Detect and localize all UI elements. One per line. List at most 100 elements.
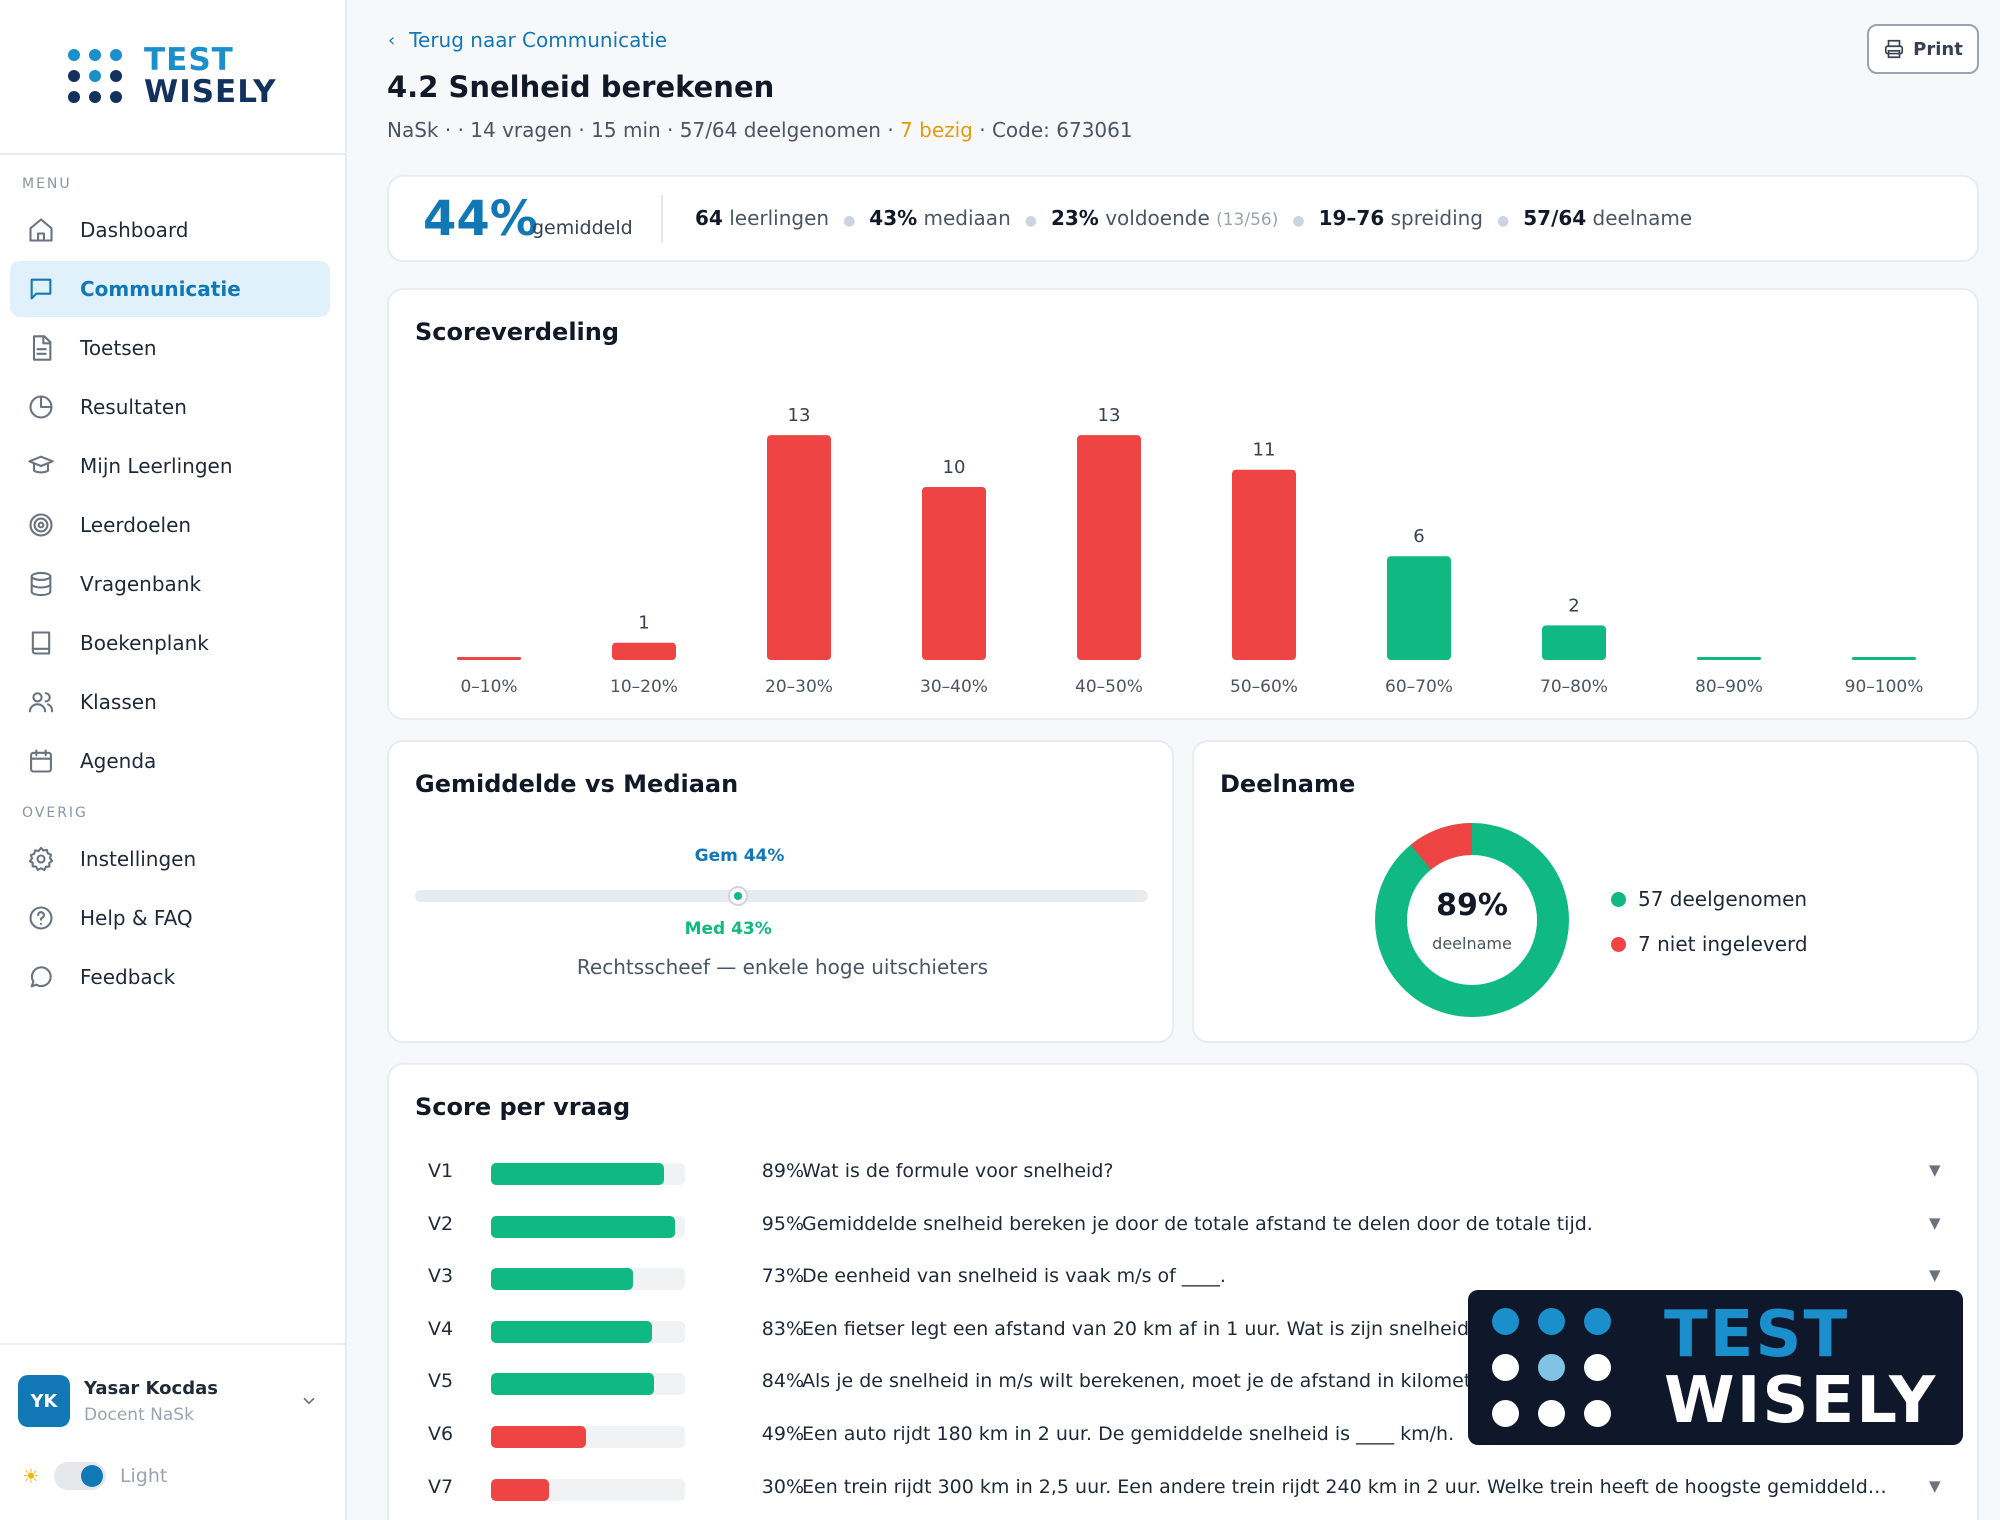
sidebar-item-communicatie[interactable]: Communicatie: [10, 261, 330, 317]
category-tick-label: 10–20%: [610, 677, 678, 697]
question-score-bar: [491, 1215, 685, 1238]
sufficient-value: 23%: [1050, 206, 1099, 230]
back-link-label: Terug naar Communicatie: [409, 28, 668, 52]
sidebar-item-mijn-leerlingen[interactable]: Mijn Leerlingen: [10, 438, 330, 494]
donut-missing-segment: [1375, 823, 1569, 1017]
chat-icon: [26, 274, 56, 304]
skew-note: Rechtsscheef — enkele hoge uitschieters: [576, 955, 989, 979]
sidebar-item-instellingen[interactable]: Instellingen: [10, 831, 330, 887]
mean-median-title: Gemiddelde vs Mediaan: [415, 770, 739, 798]
print-button[interactable]: Print: [1867, 24, 1979, 74]
sidebar-item-label: Agenda: [80, 749, 157, 773]
bar-20–30%[interactable]: [767, 435, 831, 660]
logo-dots-icon: [68, 49, 122, 103]
sidebar-item-boekenplank[interactable]: Boekenplank: [10, 615, 330, 671]
question-row[interactable]: V1 89% Wat is de formule voor snelheid? ▼: [389, 1151, 1981, 1191]
category-tick-label: 40–50%: [1075, 677, 1143, 697]
sidebar-item-toetsen[interactable]: Toetsen: [10, 320, 330, 376]
bar-60–70%[interactable]: [1387, 556, 1451, 660]
bar-50–60%[interactable]: [1232, 469, 1296, 660]
participation-label: deelname: [1586, 206, 1693, 230]
participation-card: Deelname 89% deelname 57 deelgenomen 7 n…: [1192, 740, 1979, 1043]
question-row[interactable]: V2 95% Gemiddelde snelheid bereken je door…: [389, 1204, 1981, 1244]
separator-dot: ●: [1024, 213, 1037, 229]
sidebar-item-klassen[interactable]: Klassen: [10, 674, 330, 730]
legend-swatch-green: [1611, 891, 1626, 907]
bar-80–90%[interactable]: [1697, 657, 1761, 660]
average-score: 44%: [423, 191, 538, 247]
bar-40–50%[interactable]: [1077, 435, 1141, 660]
question-score-fill: [491, 1215, 676, 1238]
participation-sub: deelname: [1432, 934, 1512, 953]
questions-title: Score per vraag: [415, 1093, 631, 1121]
page-title: 4.2 Snelheid berekenen: [387, 70, 775, 104]
expand-arrow-icon[interactable]: ▼: [1929, 1476, 1941, 1495]
sufficient-detail: (13/56): [1216, 210, 1279, 230]
expand-arrow-icon[interactable]: ▼: [1929, 1266, 1941, 1285]
spread-value: 19–76: [1318, 206, 1385, 230]
brand-logo[interactable]: TEST WISELY: [68, 44, 277, 108]
sidebar-item-help[interactable]: Help & FAQ: [10, 890, 330, 946]
bar-value-label: 1: [638, 613, 649, 634]
logo-wordmark: TEST WISELY: [144, 44, 277, 108]
meta-busy: 7 bezig: [900, 118, 973, 142]
target-icon: [26, 510, 56, 540]
user-profile[interactable]: YK Yasar Kocdas Docent NaSk: [18, 1375, 218, 1427]
question-score-bar: [491, 1163, 685, 1185]
theme-toggle[interactable]: [53, 1462, 106, 1490]
question-score-bar: [491, 1320, 685, 1343]
score-distribution-chart: 0–10% 1 10–20% 13 20–30% 10 30–40% 13 40–50% 11 50…: [457, 405, 1923, 697]
bar-value-label: 13: [788, 405, 811, 426]
bar-30–40%[interactable]: [922, 487, 986, 660]
gear-icon: [26, 844, 56, 874]
bar-70–80%[interactable]: [1542, 625, 1606, 660]
bar-0–10%[interactable]: [457, 657, 521, 660]
stats-divider: [661, 195, 663, 243]
sidebar-footer-divider: [0, 1343, 345, 1345]
question-id: V3: [428, 1265, 454, 1288]
watermark-line2: WISELY: [1664, 1364, 1938, 1438]
menu-section-label: MENU: [22, 176, 72, 192]
chevron-down-icon[interactable]: [300, 1392, 318, 1410]
users-icon: [26, 687, 56, 717]
question-row[interactable]: V3 73% De eenheid van snelheid is vaak m/s…: [389, 1256, 1981, 1296]
sidebar-item-leerdoelen[interactable]: Leerdoelen: [10, 497, 330, 553]
back-link[interactable]: ‹ Terug naar Communicatie: [388, 28, 667, 52]
expand-arrow-icon[interactable]: ▼: [1929, 1213, 1941, 1232]
bar-10–20%[interactable]: [612, 642, 676, 660]
legend-swatch-red: [1611, 936, 1626, 952]
mean-label: Gem 44%: [694, 846, 785, 866]
question-score-fill: [491, 1320, 653, 1343]
theme-label: Light: [119, 1465, 168, 1487]
question-row[interactable]: V7 30% Een trein rijdt 300 km in 2,5 uur. …: [389, 1467, 1981, 1507]
question-score-bar: [491, 1478, 685, 1501]
bar-90–100%[interactable]: [1852, 657, 1916, 660]
sidebar-item-label: Klassen: [80, 690, 157, 714]
logo-line2: WISELY: [144, 74, 277, 110]
sidebar-item-vragenbank[interactable]: Vragenbank: [10, 556, 330, 612]
question-text: De eenheid van snelheid is vaak m/s of _…: [802, 1265, 1226, 1288]
sidebar-item-dashboard[interactable]: Dashboard: [10, 202, 330, 258]
database-icon: [26, 569, 56, 599]
sidebar-item-agenda[interactable]: Agenda: [10, 733, 330, 789]
sidebar-item-label: Feedback: [80, 965, 176, 989]
calendar-icon: [26, 746, 56, 776]
print-label: Print: [1913, 38, 1963, 60]
sidebar-item-resultaten[interactable]: Resultaten: [10, 379, 330, 435]
sidebar-item-label: Leerdoelen: [80, 513, 192, 537]
question-row[interactable]: V4 83% Een fietser legt een afstand van 20…: [389, 1309, 1981, 1349]
stats-row: 64 leerlingen ● 43% mediaan ● 23% voldoende …: [695, 206, 1692, 230]
category-tick-label: 20–30%: [765, 677, 833, 697]
sidebar-item-label: Resultaten: [80, 395, 187, 419]
category-tick-label: 60–70%: [1385, 677, 1453, 697]
separator-dot: ●: [1497, 213, 1510, 229]
question-score-pct: 49%: [761, 1423, 804, 1445]
question-score-fill: [491, 1426, 587, 1448]
legend-taken: 57 deelgenomen: [1611, 887, 1807, 911]
participation-value: 57/64: [1523, 206, 1587, 230]
expand-arrow-icon[interactable]: ▼: [1929, 1161, 1941, 1179]
theme-switch[interactable]: ☀ Light: [22, 1462, 167, 1490]
sidebar-item-feedback[interactable]: Feedback: [10, 949, 330, 1005]
question-id: V4: [428, 1317, 454, 1340]
chevron-left-icon: ‹: [388, 29, 396, 51]
